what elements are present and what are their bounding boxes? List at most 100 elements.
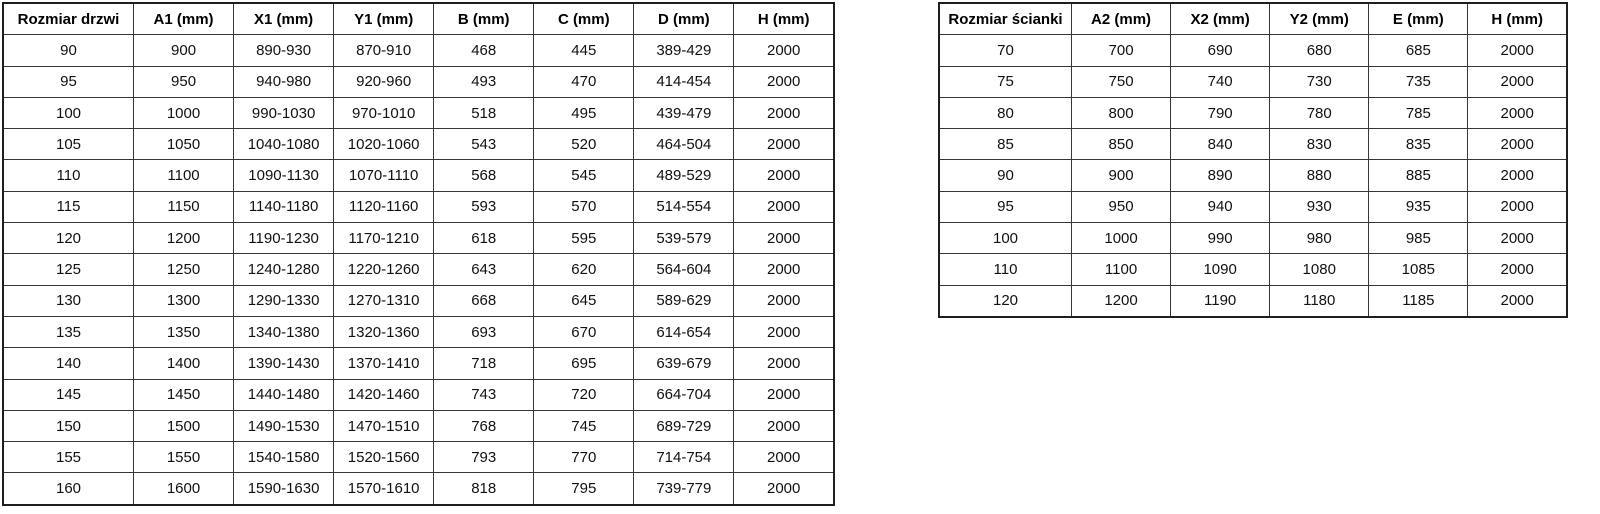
table-cell: 743 [433,378,535,411]
table-cell: 720 [533,378,635,411]
table-cell: 680 [1269,34,1370,67]
column-header: H (mm) [733,2,835,36]
wall-size-table: Rozmiar ścianki A2 (mm) X2 (mm) Y2 (mm) E (m… [938,2,1568,318]
table-cell: 885 [1368,159,1469,192]
header-row: Rozmiar drzwi A1 (mm) X1 (mm) Y1 (mm) B (mm)… [2,2,835,36]
table-cell: 593 [433,190,535,224]
table-cell: 850 [1070,128,1172,161]
table-cell: 125 [2,253,134,286]
table-row: 70 700 690 680 685 2000 [938,34,1568,67]
table-cell: 900 [1070,159,1172,192]
table-cell: 790 [1170,96,1271,130]
table-cell: 1170-1210 [333,222,435,255]
column-header: Y2 (mm) [1269,2,1370,36]
table-cell: 1220-1260 [333,253,435,286]
table-cell: 1400 [132,347,235,380]
table-cell: 2000 [733,284,835,317]
table-cell: 90 [938,159,1072,192]
table-cell: 80 [938,96,1072,130]
table-cell: 700 [1070,34,1172,67]
table-cell: 970-1010 [333,96,435,130]
table-cell: 1190-1230 [233,222,335,255]
table-cell: 1550 [132,441,235,474]
column-header: X1 (mm) [233,2,335,36]
column-header: X2 (mm) [1170,2,1271,36]
table-cell: 2000 [1467,96,1568,130]
table-row: 135 1350 1340-1380 1320-1360 693 670 614-654 20… [2,315,835,349]
table-cell: 1180 [1269,284,1370,318]
table-cell: 1090 [1170,253,1271,286]
table-cell: 1500 [132,409,235,443]
table-cell: 785 [1368,96,1469,130]
table-cell: 1200 [132,222,235,255]
table-cell: 2000 [733,441,835,474]
table-cell: 618 [433,222,535,255]
table-row: 100 1000 990-1030 970-1010 518 495 439-479 2000 [2,96,835,130]
table-cell: 990 [1170,222,1271,255]
table-cell: 900 [132,34,235,67]
table-cell: 780 [1269,96,1370,130]
table-cell: 714-754 [633,441,735,474]
table-cell: 414-454 [633,65,735,98]
table-cell: 1590-1630 [233,472,335,506]
table-cell: 518 [433,96,535,130]
table-cell: 75 [938,65,1072,98]
table-cell: 120 [2,222,134,255]
table-row: 95 950 940 930 935 2000 [938,190,1568,224]
header-row: Rozmiar ścianki A2 (mm) X2 (mm) Y2 (mm) E (m… [938,2,1568,36]
table-cell: 664-704 [633,378,735,411]
table-cell: 130 [2,284,134,317]
column-header: D (mm) [633,2,735,36]
table-cell: 389-429 [633,34,735,67]
table-cell: 890-930 [233,34,335,67]
table-cell: 735 [1368,65,1469,98]
table-cell: 1185 [1368,284,1469,318]
table-cell: 1450 [132,378,235,411]
table-cell: 835 [1368,128,1469,161]
table-cell: 695 [533,347,635,380]
table-cell: 539-579 [633,222,735,255]
table-cell: 2000 [1467,253,1568,286]
table-cell: 670 [533,315,635,349]
table-cell: 2000 [1467,128,1568,161]
table-cell: 985 [1368,222,1469,255]
table-cell: 920-960 [333,65,435,98]
table-cell: 1350 [132,315,235,349]
table-row: 90 900 890 880 885 2000 [938,159,1568,192]
table-cell: 85 [938,128,1072,161]
table-cell: 940 [1170,190,1271,224]
table-cell: 830 [1269,128,1370,161]
table-cell: 693 [433,315,535,349]
table-cell: 468 [433,34,535,67]
column-header: Rozmiar drzwi [2,2,134,36]
table-cell: 2000 [1467,222,1568,255]
table-cell: 70 [938,34,1072,67]
table-cell: 90 [2,34,134,67]
table-cell: 1600 [132,472,235,506]
table-cell: 614-654 [633,315,735,349]
table-cell: 1490-1530 [233,409,335,443]
table-cell: 95 [938,190,1072,224]
table-cell: 1040-1080 [233,128,335,161]
table-cell: 745 [533,409,635,443]
table-cell: 935 [1368,190,1469,224]
table-cell: 718 [433,347,535,380]
table-cell: 689-729 [633,409,735,443]
table-cell: 880 [1269,159,1370,192]
table-cell: 1270-1310 [333,284,435,317]
table-cell: 800 [1070,96,1172,130]
table-cell: 1070-1110 [333,159,435,192]
table-cell: 2000 [1467,159,1568,192]
table-cell: 1420-1460 [333,378,435,411]
table-cell: 2000 [733,378,835,411]
table-row: 85 850 840 830 835 2000 [938,128,1568,161]
table-cell: 690 [1170,34,1271,67]
table-cell: 514-554 [633,190,735,224]
table-cell: 110 [2,159,134,192]
table-cell: 950 [1070,190,1172,224]
table-cell: 2000 [1467,65,1568,98]
table-cell: 2000 [1467,284,1568,318]
table-cell: 2000 [733,65,835,98]
table-cell: 2000 [1467,34,1568,67]
door-size-table: Rozmiar drzwi A1 (mm) X1 (mm) Y1 (mm) B (mm)… [2,2,835,506]
